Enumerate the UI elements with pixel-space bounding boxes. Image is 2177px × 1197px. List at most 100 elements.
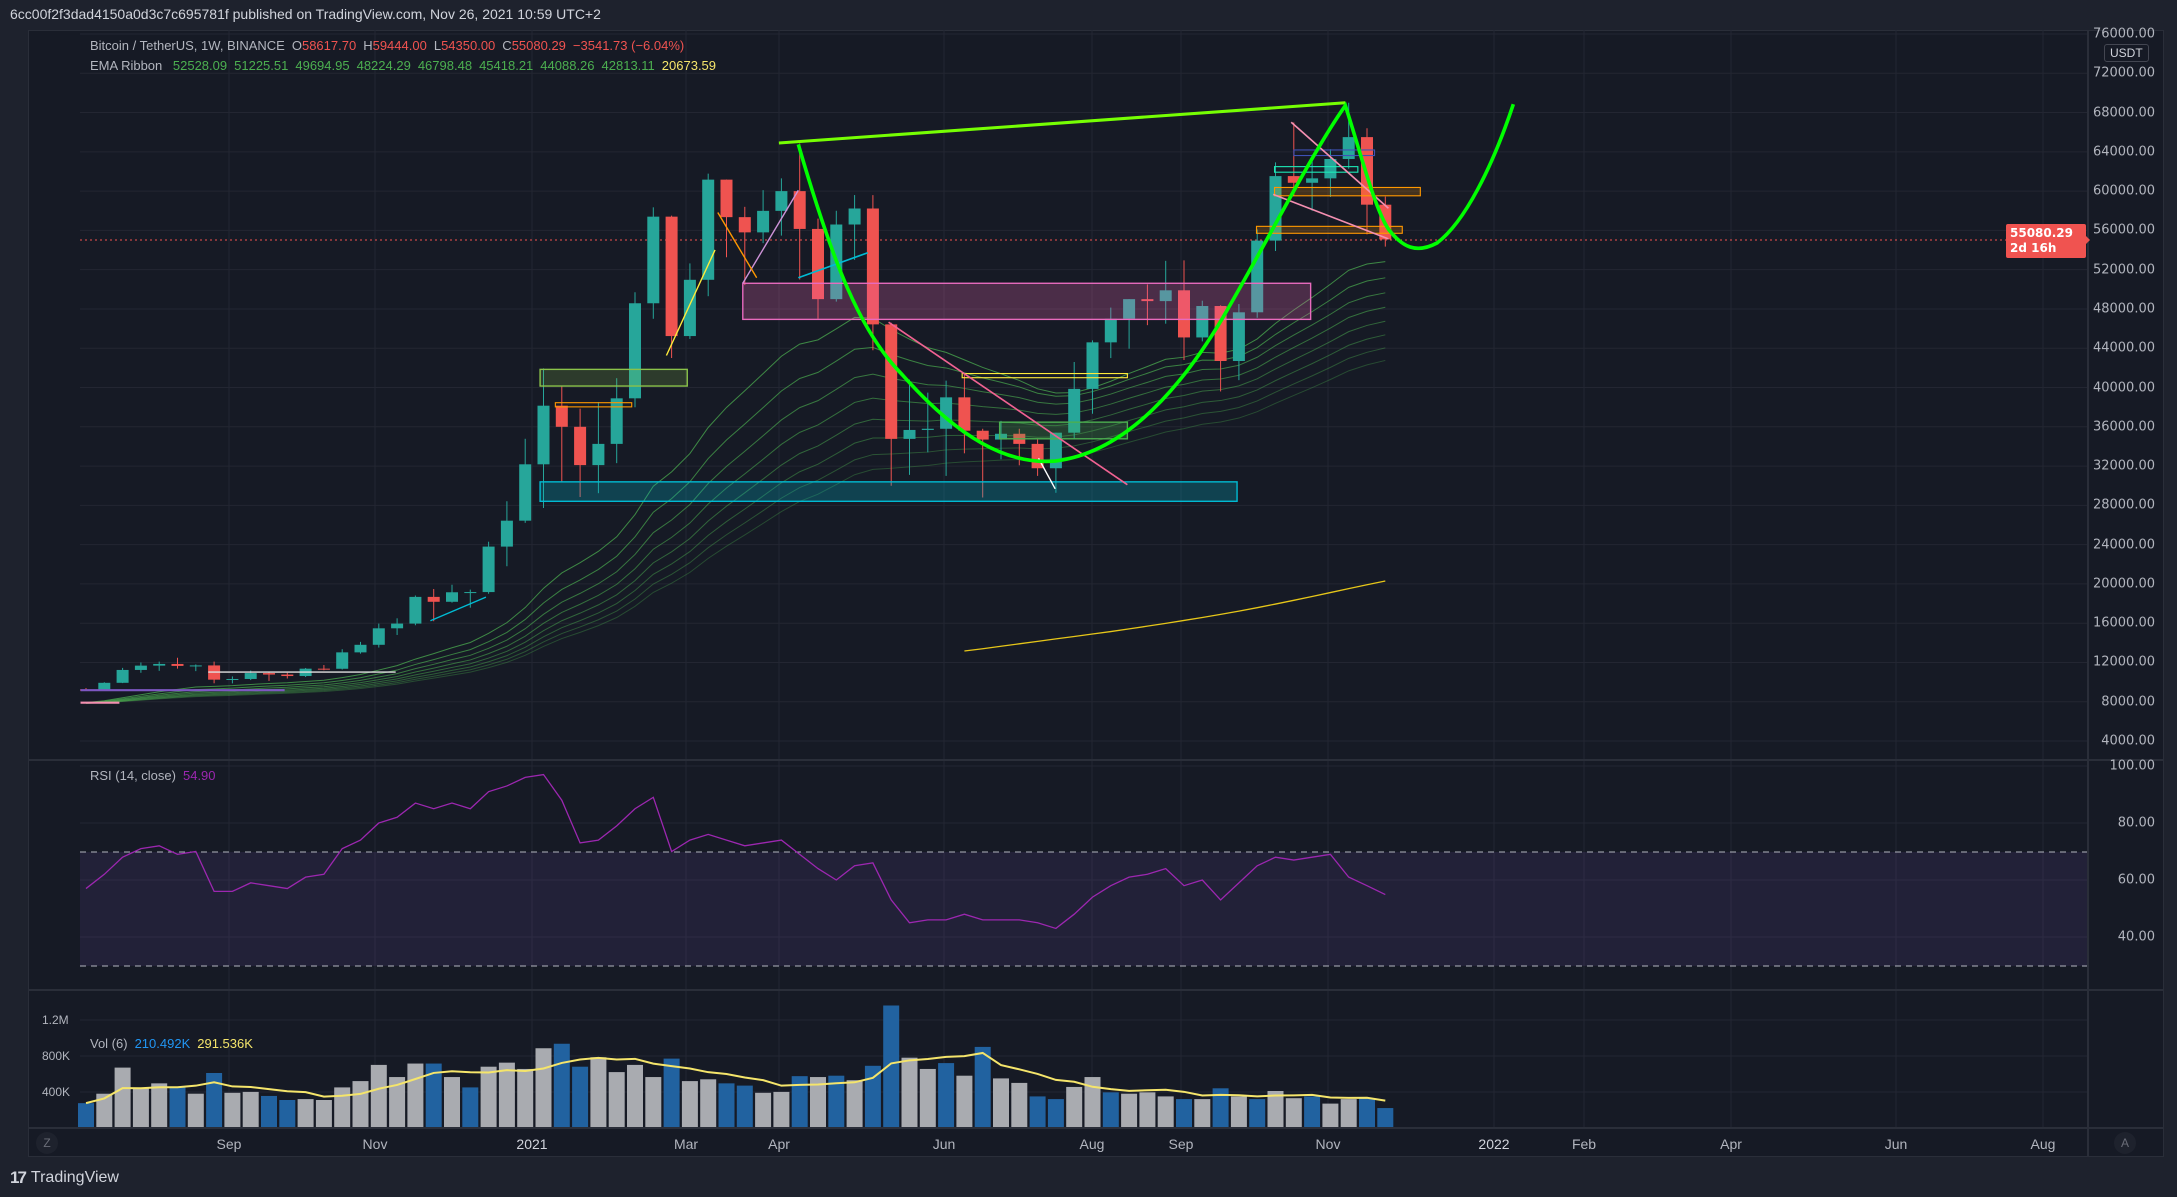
trend-line[interactable] [1037, 457, 1056, 490]
volume-bar [1304, 1096, 1321, 1127]
zone-box[interactable] [539, 368, 688, 387]
ema-label[interactable]: EMA Ribbon [90, 58, 163, 73]
ema-value: 52528.09 [172, 58, 228, 73]
candle-body [647, 216, 660, 304]
time-label: Apr [768, 1136, 790, 1152]
volume-bar [700, 1079, 717, 1127]
candles [80, 102, 1392, 691]
candle-body [1141, 299, 1154, 302]
candle-body [98, 682, 111, 691]
trend-line[interactable] [798, 251, 869, 279]
rsi-line [85, 773, 1386, 930]
support-zone-box[interactable] [539, 481, 1238, 502]
currency-button[interactable]: USDT [2104, 44, 2149, 62]
trend-line[interactable] [430, 596, 487, 622]
auto-scale-button[interactable]: A [2114, 1132, 2136, 1154]
volume-bar [132, 1088, 149, 1127]
price-tick: 28000.00 [2092, 497, 2155, 513]
volume-bar [1230, 1096, 1247, 1127]
tradingview-logo[interactable]: 17 TradingView [10, 1168, 119, 1188]
ema-line [85, 347, 1386, 704]
candle-body [226, 678, 239, 680]
candle-body [793, 191, 806, 229]
price-tick: 12000.00 [2092, 654, 2155, 670]
candle-body [1178, 290, 1190, 338]
cup-pattern-curve[interactable] [796, 101, 1516, 464]
candle-body [720, 179, 733, 218]
volume-bar [517, 1068, 534, 1127]
price-tick: 8000.00 [2101, 694, 2155, 710]
volume-bar [810, 1077, 826, 1127]
resistance-zone-box[interactable] [742, 282, 1312, 321]
trend-line[interactable] [717, 212, 758, 279]
volume-bar [1176, 1099, 1192, 1127]
volume-bar [1066, 1086, 1083, 1127]
upper-trend-line[interactable] [778, 101, 1346, 145]
zone-box[interactable] [961, 372, 1128, 379]
candle-body [482, 546, 495, 593]
trend-line[interactable] [1272, 193, 1389, 240]
time-label: Aug [1079, 1136, 1105, 1152]
ema-value: 45418.21 [479, 58, 534, 73]
grid [80, 30, 2088, 1128]
candle-body [866, 208, 879, 325]
volume-bar [1139, 1092, 1156, 1127]
main-legend: Bitcoin / TetherUS, 1W, BINANCE O58617.70… [90, 38, 691, 53]
zone-box[interactable] [998, 421, 1129, 440]
volume-bar [755, 1092, 772, 1127]
zone-box[interactable] [1273, 166, 1359, 173]
price-tick: 16000.00 [2092, 615, 2155, 631]
candle-body [738, 217, 751, 233]
rsi-label[interactable]: RSI (14, close) [90, 768, 176, 783]
publish-header: 6cc00f2f3dad4150a0d3c7c695781f published… [10, 6, 601, 22]
volume-bar [370, 1064, 387, 1127]
symbol-title[interactable]: Bitcoin / TetherUS, 1W, BINANCE [90, 38, 285, 53]
candle-body [317, 668, 330, 670]
ema-value: 51225.51 [234, 58, 289, 73]
volume-bar [78, 1103, 94, 1127]
volume-bar [1249, 1099, 1266, 1127]
candle-body [812, 228, 824, 300]
time-label: Sep [216, 1136, 242, 1152]
volume-bar [1212, 1088, 1229, 1127]
candle-body [1306, 178, 1319, 183]
candle-body [958, 397, 971, 431]
volume-bar [681, 1081, 698, 1127]
zone-box[interactable] [1273, 186, 1421, 197]
price-tick: 40000.00 [2092, 380, 2155, 396]
volume-bar [1322, 1103, 1339, 1127]
current-price-value: 55080.29 [2010, 226, 2074, 240]
zone-box[interactable] [554, 402, 633, 408]
candle-body [153, 663, 166, 666]
candle-body [263, 673, 275, 675]
timezone-button[interactable]: Z [36, 1132, 58, 1154]
chart-frame[interactable] [28, 30, 2164, 1157]
rsi-band [80, 852, 2088, 966]
volume-bar [663, 1058, 680, 1127]
trend-line[interactable] [888, 321, 1128, 486]
zone-box[interactable] [1255, 225, 1403, 234]
tradingview-brand: TradingView [30, 1169, 119, 1186]
ema-value: 46798.48 [417, 58, 473, 73]
trend-line[interactable] [665, 249, 716, 356]
low-value: 54350.00 [441, 38, 496, 53]
candle-body [1269, 176, 1282, 241]
ema-ribbon [85, 261, 1386, 704]
candle-body [537, 405, 550, 465]
zone-box[interactable] [1293, 149, 1376, 157]
candle-body [757, 210, 770, 233]
ema-line [85, 261, 1386, 704]
volume-bar [1285, 1098, 1302, 1127]
trend-line[interactable] [742, 189, 799, 284]
ema-value: 48224.29 [356, 58, 411, 73]
ema-long-line [964, 580, 1386, 652]
volume-legend: Vol (6) 210.492K 291.536K [90, 1036, 260, 1051]
volume-label[interactable]: Vol (6) [90, 1036, 128, 1051]
price-tick: 52000.00 [2092, 262, 2155, 278]
volume-bar [883, 1005, 900, 1127]
candle-body [629, 303, 641, 399]
candle-body [281, 674, 294, 677]
price-tick: 20000.00 [2092, 576, 2155, 592]
